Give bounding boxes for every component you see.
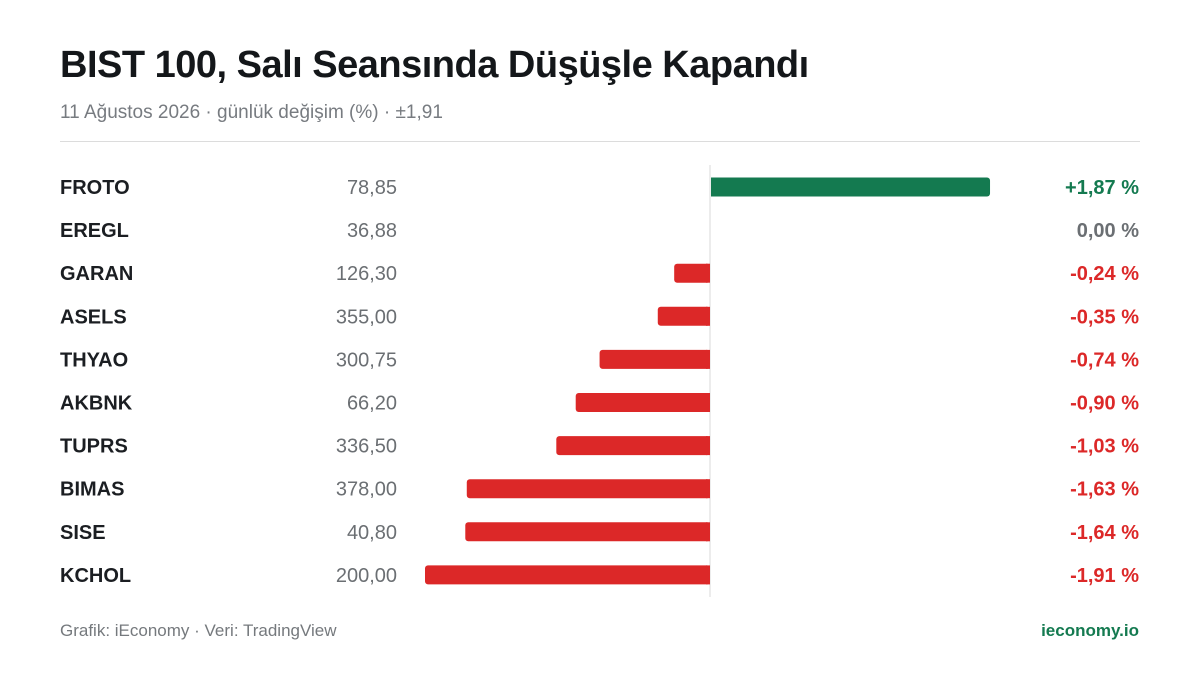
change-label: -0,90 % xyxy=(1070,393,1139,415)
bar-base xyxy=(706,263,710,283)
bar-base xyxy=(706,522,710,542)
bar xyxy=(575,393,710,412)
price-label: 36,88 xyxy=(347,220,397,242)
bar xyxy=(465,522,710,542)
price-label: 40,80 xyxy=(347,522,397,544)
change-label: -0,24 % xyxy=(1070,263,1139,285)
bar xyxy=(711,177,991,197)
chart-rows: FROTO 78,85 +1,87 % EREGL 36,88 0,00 % GARAN 12… xyxy=(60,177,1139,587)
bar xyxy=(657,306,710,326)
price-label: 355,00 xyxy=(336,306,397,328)
bar xyxy=(425,565,710,585)
ticker-label: KCHOL xyxy=(60,565,131,587)
bar xyxy=(466,479,710,499)
ticker-label: EREGL xyxy=(60,220,129,242)
bar xyxy=(556,436,710,456)
ticker-label: FROTO xyxy=(60,177,130,199)
bar xyxy=(599,349,710,369)
bar-base xyxy=(706,436,710,456)
footer-source: Grafik: iEconomy · Veri: TradingView xyxy=(60,621,337,640)
bar-base xyxy=(706,306,710,326)
bar-base xyxy=(706,393,710,412)
ticker-label: THYAO xyxy=(60,349,128,371)
footer-brand-link[interactable]: ieconomy.io xyxy=(1041,621,1139,640)
price-label: 200,00 xyxy=(336,565,397,587)
change-label: 0,00 % xyxy=(1077,220,1139,242)
ticker-label: BIMAS xyxy=(60,479,124,501)
ticker-label: ASELS xyxy=(60,306,127,328)
header-divider xyxy=(60,141,1140,142)
bar-base xyxy=(706,565,710,585)
price-label: 378,00 xyxy=(336,479,397,501)
change-label: -0,35 % xyxy=(1070,306,1139,328)
bar-base xyxy=(706,349,710,369)
change-label: +1,87 % xyxy=(1065,177,1139,199)
price-label: 66,20 xyxy=(347,393,397,415)
change-label: -1,64 % xyxy=(1070,522,1139,544)
bar-base xyxy=(706,479,710,499)
price-label: 78,85 xyxy=(347,177,397,199)
change-label: -1,63 % xyxy=(1070,479,1139,501)
change-label: -0,74 % xyxy=(1070,349,1139,371)
bar xyxy=(674,263,710,283)
price-label: 300,75 xyxy=(336,349,397,371)
ticker-label: SISE xyxy=(60,522,106,544)
page-title: BIST 100, Salı Seansında Düşüşle Kapandı xyxy=(60,44,809,86)
ticker-label: AKBNK xyxy=(60,393,133,415)
ticker-label: TUPRS xyxy=(60,436,128,458)
bar-base xyxy=(711,177,715,197)
change-label: -1,91 % xyxy=(1070,565,1139,587)
ticker-label: GARAN xyxy=(60,263,133,285)
price-label: 336,50 xyxy=(336,436,397,458)
change-label: -1,03 % xyxy=(1070,436,1139,458)
page-subtitle: 11 Ağustos 2026 · günlük değişim (%) · ±… xyxy=(60,102,443,123)
price-label: 126,30 xyxy=(336,263,397,285)
